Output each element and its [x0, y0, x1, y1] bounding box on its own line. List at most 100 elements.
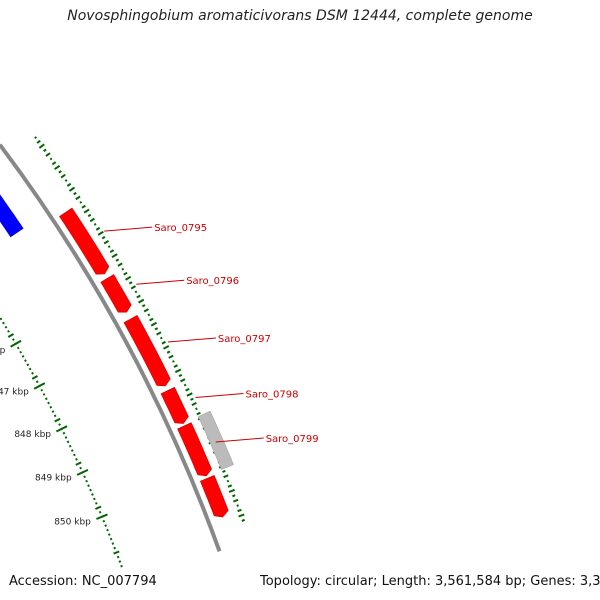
position-tick: [33, 382, 46, 390]
gc-tick: [51, 161, 57, 166]
gc-tick: [154, 327, 159, 331]
gc-tick: [111, 542, 115, 545]
gc-tick: [91, 493, 94, 496]
gc-tick: [19, 350, 23, 354]
gc-tick: [168, 354, 174, 359]
gc-tick: [104, 524, 107, 527]
gc-tick: [159, 336, 163, 340]
position-tick-label: 848 kbp: [14, 430, 51, 440]
gc-tick: [102, 519, 106, 523]
gc-tick: [73, 453, 76, 457]
gene-label: Saro_0796: [186, 276, 239, 287]
gene-label: Saro_0795: [154, 223, 207, 234]
gc-tick: [36, 139, 41, 144]
gene-label: Saro_0797: [218, 334, 271, 345]
gc-tick: [113, 550, 120, 555]
position-tick-label: 850 kbp: [54, 517, 91, 527]
gc-tick: [134, 290, 138, 294]
gene-saro-0795[interactable]: [59, 207, 110, 275]
gene-label: Saro_0798: [246, 390, 299, 401]
gc-tick: [53, 414, 57, 418]
gc-tick: [66, 182, 72, 187]
gc-tick: [147, 313, 151, 317]
gc-tick: [185, 387, 190, 392]
gene-saro-0799[interactable]: [177, 422, 212, 477]
gc-tick: [195, 407, 198, 411]
gc-tick: [172, 360, 175, 363]
gc-tick: [79, 466, 82, 470]
gc-tick: [136, 294, 141, 299]
gc-tick: [163, 345, 170, 350]
gc-tick: [38, 143, 45, 149]
gc-tick: [107, 245, 111, 249]
gc-tick: [121, 267, 125, 271]
gc-tick: [62, 431, 66, 435]
genome-backbone: [0, 143, 222, 552]
gc-tick: [116, 555, 120, 559]
gc-tick: [68, 444, 72, 448]
gc-tick: [233, 498, 239, 503]
gc-tick: [95, 505, 102, 510]
gc-tick: [49, 405, 53, 409]
gc-tick: [47, 401, 50, 405]
gene-label-leader: [167, 337, 216, 343]
gc-tick: [174, 368, 182, 374]
gc-tick: [149, 317, 154, 322]
gc-tick: [128, 281, 133, 285]
gc-tick: [60, 173, 66, 179]
gc-tick: [75, 457, 78, 461]
position-tick: [96, 513, 108, 520]
gc-tick: [7, 329, 10, 333]
gc-tick: [111, 253, 118, 259]
gc-tick: [113, 546, 116, 550]
gene-unnamed[interactable]: [200, 475, 229, 518]
gene-saro-0797[interactable]: [123, 314, 171, 387]
gc-tick: [79, 200, 83, 204]
gc-tick: [87, 213, 92, 218]
gene-label-leader: [104, 226, 153, 232]
map-title: Novosphingobium aromaticivorans DSM 1244…: [67, 8, 533, 24]
genome-stats-text: Topology: circular; Length: 3,561,584 bp…: [260, 574, 600, 589]
gc-tick: [161, 340, 166, 345]
gc-tick: [58, 423, 61, 426]
gc-tick: [173, 364, 178, 368]
gc-tick: [236, 504, 239, 507]
gc-tick: [75, 195, 81, 201]
gc-tick: [120, 564, 123, 568]
gc-tick: [31, 371, 34, 375]
gc-tick: [180, 378, 186, 383]
gc-tick: [107, 533, 111, 536]
gene-label: Saro_0799: [266, 434, 319, 445]
gc-tick: [241, 518, 246, 522]
position-tick-label: 846 kbp: [0, 346, 6, 356]
gc-tick: [95, 502, 98, 505]
gc-tick: [11, 338, 15, 341]
gc-tick: [123, 271, 128, 276]
accession-text: Accession: NC_007794: [9, 574, 157, 589]
gc-tick: [106, 528, 109, 532]
gene-saro-0798[interactable]: [160, 386, 189, 424]
gc-tick: [49, 157, 53, 161]
gc-tick: [0, 317, 3, 321]
gc-tick: [2, 321, 5, 325]
gene-saro-0796[interactable]: [100, 274, 132, 313]
gc-tick: [141, 304, 146, 308]
gc-tick: [58, 170, 62, 174]
gc-tick: [227, 484, 233, 488]
gc-tick: [26, 363, 30, 367]
gc-tick: [178, 373, 183, 378]
gc-tick: [66, 440, 70, 444]
gc-tick: [143, 308, 149, 313]
gc-tick: [183, 383, 187, 387]
gc-tick: [34, 136, 37, 139]
gc-tick: [97, 230, 104, 236]
gc-tick: [64, 179, 68, 182]
gc-tick: [54, 164, 61, 171]
gc-tick: [190, 397, 194, 401]
gc-tick: [70, 449, 74, 452]
gc-tick: [124, 275, 132, 281]
gene-saro-0794[interactable]: [0, 194, 24, 238]
gc-tick: [191, 402, 197, 406]
gc-tick: [81, 204, 86, 209]
